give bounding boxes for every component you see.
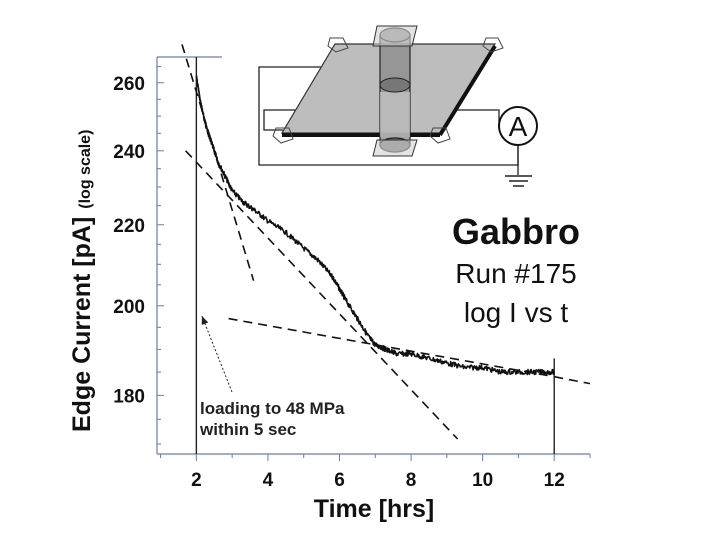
apparatus-inset: A (258, 25, 538, 187)
axes (156, 56, 590, 455)
y-tick-label: 220 (113, 216, 145, 237)
dashed-fit-line (554, 375, 591, 385)
dashed-fit-line (228, 317, 555, 378)
plate-edge-right (438, 44, 497, 137)
piston-bottom-plate (372, 139, 418, 157)
clip-icon (272, 127, 294, 144)
tick-labels: 2 4 6 8 10 12 180 200 220 240 260 (113, 74, 564, 491)
x-tick-label: 4 (263, 470, 274, 491)
y-axis-title-main: Edge Current [pA] (68, 217, 96, 432)
y-tick-label: 240 (113, 142, 145, 163)
piston-top-plate (372, 25, 418, 47)
chart-title: Gabbro (452, 211, 580, 252)
annotation-arrow (201, 315, 233, 393)
ammeter-icon (498, 106, 538, 146)
y-axis-title-suffix: (log scale) (77, 130, 94, 209)
y-tick-label: 180 (113, 386, 145, 407)
dashed-fit-line (181, 44, 255, 281)
ticks (157, 66, 591, 461)
chart-subtitle-line-2: log I vs t (464, 297, 568, 328)
y-tick-label: 260 (113, 74, 145, 95)
annotation-line-1: loading to 48 MPa (200, 399, 345, 418)
x-tick-label: 8 (406, 470, 417, 491)
x-tick-label: 2 (191, 470, 202, 491)
x-tick-label: 10 (472, 470, 493, 491)
piston-mid (379, 77, 411, 93)
dashed-fit-line (185, 150, 459, 440)
chart-subtitle-line-1: Run #175 (455, 258, 576, 289)
y-axis-title: Edge Current [pA] (log scale) (68, 130, 96, 432)
clip-icon (429, 127, 451, 144)
ammeter-label: A (509, 111, 528, 142)
series-group (181, 44, 591, 440)
loading-annotation: loading to 48 MPa within 5 sec (199, 315, 345, 439)
x-tick-label: 12 (544, 470, 565, 491)
circuit-wire-lower (263, 109, 500, 131)
clip-icon (327, 37, 349, 53)
clip-icon (482, 37, 504, 53)
y-tick-label: 200 (113, 297, 145, 318)
annotation-arrowhead (201, 316, 209, 326)
sample-plate-edge (282, 133, 440, 137)
x-tick-label: 6 (334, 470, 345, 491)
piston-cylinder-highlight (380, 92, 410, 137)
annotation-line-2: within 5 sec (199, 420, 296, 439)
x-axis-title: Time [hrs] (314, 495, 434, 523)
